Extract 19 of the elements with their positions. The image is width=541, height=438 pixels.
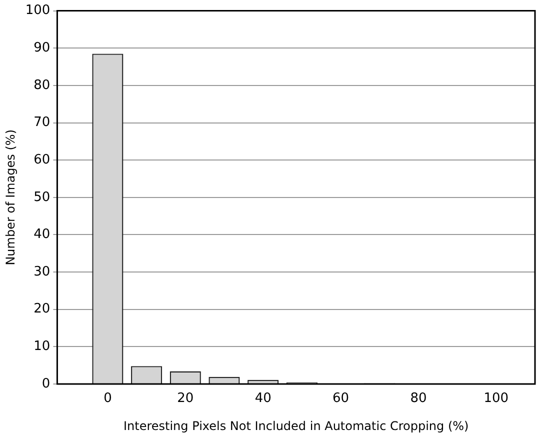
y-tick-label: 90 — [34, 40, 50, 56]
x-tick-label: 40 — [254, 391, 272, 406]
x-tick-label: 20 — [177, 391, 194, 406]
y-tick-label: 50 — [34, 190, 50, 205]
y-tick-label: 100 — [25, 3, 50, 18]
y-tick-label: 70 — [34, 115, 50, 130]
x-tick-label: 0 — [104, 391, 112, 406]
y-tick-label: 60 — [34, 152, 50, 168]
x-axis-title: Interesting Pixels Not Included in Automatic Cropping (%) — [123, 418, 469, 433]
y-tick-label: 0 — [42, 376, 50, 392]
y-tick-label: 20 — [34, 302, 50, 317]
x-tick-label: 80 — [410, 391, 427, 406]
y-tick-label: 80 — [34, 78, 50, 93]
x-tick-label: 60 — [332, 391, 350, 406]
y-tick-label: 40 — [34, 227, 50, 242]
y-axis-title: Number of Images (%) — [3, 129, 18, 266]
x-tick-label: 100 — [484, 391, 509, 406]
y-tick-label: 30 — [34, 264, 50, 280]
y-tick-label: 10 — [34, 339, 50, 354]
